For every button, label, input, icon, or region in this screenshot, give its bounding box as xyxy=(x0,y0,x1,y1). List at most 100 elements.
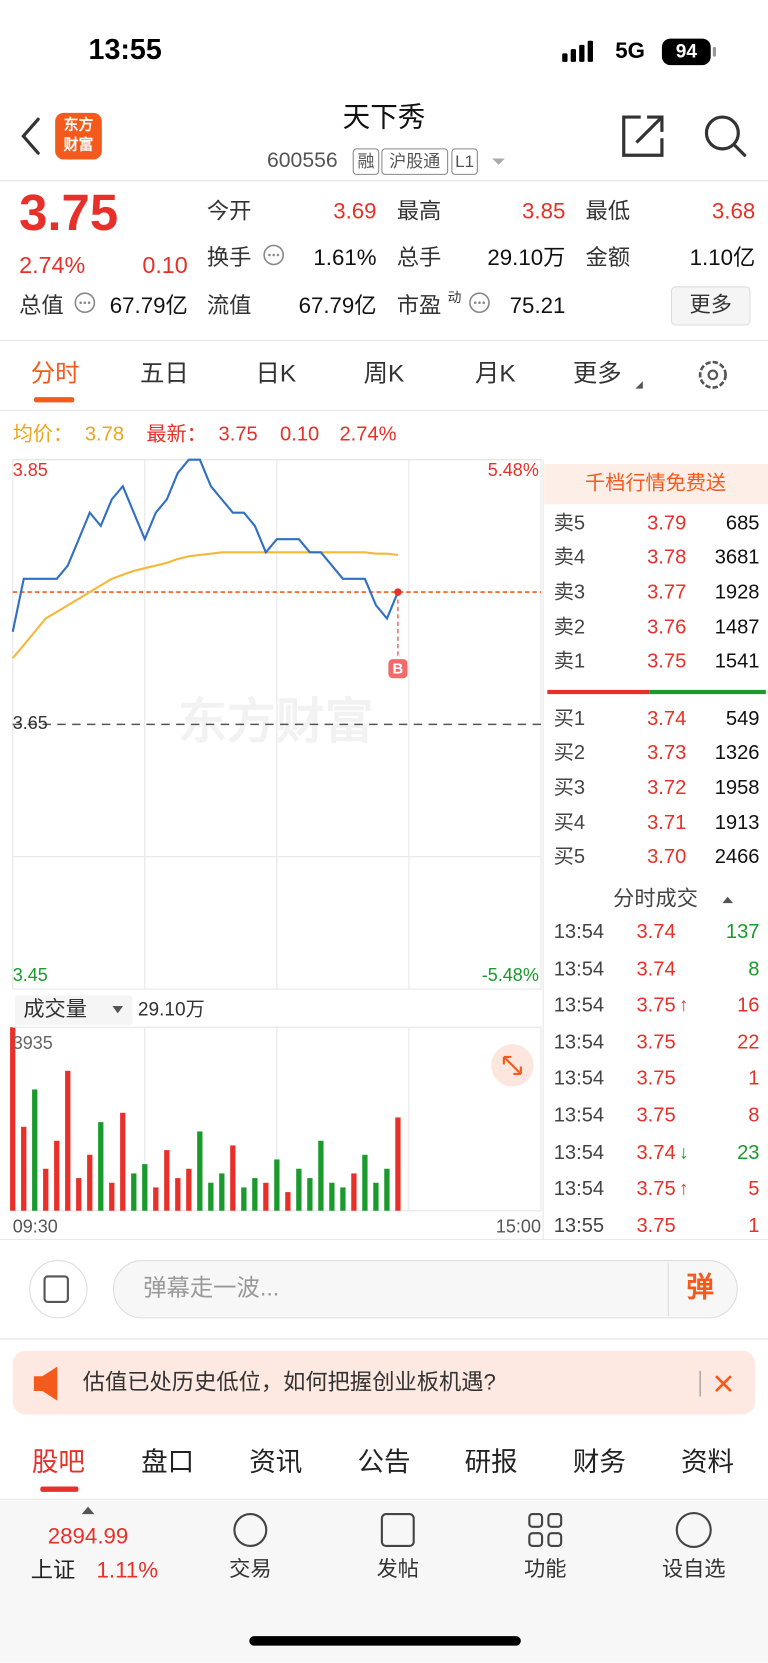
tab[interactable]: 月K xyxy=(475,360,516,387)
info-dot xyxy=(268,253,271,257)
volume-bar xyxy=(186,1168,192,1211)
signal-bar xyxy=(579,44,585,62)
stat-label: 流值 xyxy=(207,293,252,318)
trade-time: 13:54 xyxy=(554,1031,604,1053)
sub-tab[interactable]: 盘口 xyxy=(141,1447,194,1477)
sub-tab[interactable]: 资料 xyxy=(681,1447,734,1477)
home-indicator xyxy=(249,1636,521,1646)
bottom-bar xyxy=(0,1500,768,1663)
signal-bar xyxy=(562,53,568,62)
sub-tab[interactable]: 研报 xyxy=(465,1447,518,1477)
trade-volume: 5 xyxy=(748,1178,759,1200)
book-volume: 2466 xyxy=(715,846,760,868)
book-price: 3.70 xyxy=(647,846,686,868)
volume-bar xyxy=(76,1178,82,1211)
tag: 沪股通 xyxy=(389,152,440,171)
nav-label[interactable]: 设自选 xyxy=(662,1557,726,1581)
info-icon[interactable] xyxy=(469,292,490,314)
index-caret xyxy=(81,1506,95,1515)
divider xyxy=(0,409,768,411)
tab[interactable]: 周K xyxy=(364,360,405,387)
promo-banner[interactable] xyxy=(12,1350,756,1415)
tab[interactable]: 五日 xyxy=(140,360,189,387)
nav-icon xyxy=(675,1511,712,1549)
battery-level: 94 xyxy=(676,41,698,62)
nav-label[interactable]: 发帖 xyxy=(377,1557,419,1581)
book-label: 卖1 xyxy=(554,650,585,673)
volume-bar xyxy=(32,1089,38,1211)
volume-bar xyxy=(340,1187,346,1211)
tag: L1 xyxy=(455,152,474,171)
y-tick-label: 3.85 xyxy=(13,460,48,480)
comment-placeholder[interactable]: 弹幕走一波... xyxy=(143,1274,279,1300)
book-volume: 685 xyxy=(726,513,760,535)
stat-value: 29.10万 xyxy=(487,245,565,270)
info-icon[interactable] xyxy=(263,244,285,266)
expand-icon xyxy=(502,1055,522,1075)
trade-price: 3.74 xyxy=(636,921,675,943)
book-price: 3.75 xyxy=(647,651,686,673)
trade-time: 13:54 xyxy=(554,994,604,1016)
index-value[interactable]: 2894.99 xyxy=(48,1523,129,1548)
sub-tab[interactable]: 股吧 xyxy=(32,1447,85,1477)
volume-bar xyxy=(263,1182,269,1211)
volume-label[interactable]: 成交量 xyxy=(23,997,87,1021)
more-button[interactable] xyxy=(670,286,751,326)
nav-icon xyxy=(380,1513,415,1547)
volume-bar xyxy=(219,1173,225,1211)
book-volume: 1928 xyxy=(715,582,760,604)
trade-volume: 23 xyxy=(737,1142,759,1164)
danmaku-button[interactable]: 弹 xyxy=(686,1272,714,1303)
tab-underline xyxy=(33,397,75,403)
marker-label: B xyxy=(393,662,404,678)
trade-volume: 8 xyxy=(748,958,759,980)
orderbook-banner-text[interactable]: 千档行情免费送 xyxy=(585,471,726,494)
tab[interactable]: 日K xyxy=(255,360,296,387)
ask-bar xyxy=(547,689,650,695)
nav-label[interactable]: 交易 xyxy=(229,1557,271,1581)
volume-bar xyxy=(252,1178,258,1211)
stat-label: 总手 xyxy=(397,245,442,270)
latest-change: 0.10 xyxy=(280,424,319,446)
latest-pct: 2.74% xyxy=(339,424,396,446)
sub-tab[interactable]: 资讯 xyxy=(249,1447,302,1477)
comment-input[interactable] xyxy=(112,1260,738,1319)
sub-tab[interactable]: 公告 xyxy=(358,1447,411,1477)
trade-volume: 1 xyxy=(748,1215,759,1237)
book-price: 3.71 xyxy=(647,812,686,834)
tag-box xyxy=(451,148,478,175)
stat-value: 67.79亿 xyxy=(110,293,188,318)
stat-value: 3.69 xyxy=(333,198,376,223)
change-pct: 2.74% xyxy=(19,252,85,278)
trades-title: 分时成交 xyxy=(613,887,698,911)
info-dot xyxy=(276,253,280,257)
settings-button[interactable] xyxy=(698,360,727,389)
book-volume: 1958 xyxy=(715,777,760,799)
trade-arrow: ↑ xyxy=(679,995,689,1016)
sub-tab[interactable]: 财务 xyxy=(573,1447,626,1477)
y-tick-label: 3.45 xyxy=(13,965,48,985)
volume-total: 29.10万 xyxy=(138,999,205,1020)
back-button[interactable] xyxy=(21,117,40,155)
share-button[interactable] xyxy=(622,115,664,157)
tab-caret xyxy=(635,381,643,389)
comment-icon[interactable] xyxy=(29,1260,88,1319)
avg-label: 均价： xyxy=(13,423,73,446)
book-label: 卖3 xyxy=(554,581,585,604)
promo-text[interactable]: 估值已处历史低位，如何把握创业板机遇? xyxy=(83,1370,496,1395)
signal-bar xyxy=(570,49,576,62)
close-button[interactable] xyxy=(715,1375,732,1392)
dropdown[interactable] xyxy=(492,158,505,165)
search-button[interactable] xyxy=(704,115,740,151)
volume-bar xyxy=(362,1154,368,1211)
logo-text: 东方 xyxy=(64,115,94,133)
book-volume: 1487 xyxy=(715,617,760,639)
nav-label[interactable]: 功能 xyxy=(524,1557,566,1581)
volume-selector[interactable] xyxy=(14,995,133,1026)
tab[interactable]: 分时 xyxy=(31,360,80,387)
tab[interactable]: 更多 xyxy=(573,360,622,387)
info-icon[interactable] xyxy=(74,292,96,314)
book-price: 3.77 xyxy=(647,582,686,604)
more-label[interactable]: 更多 xyxy=(690,292,732,316)
